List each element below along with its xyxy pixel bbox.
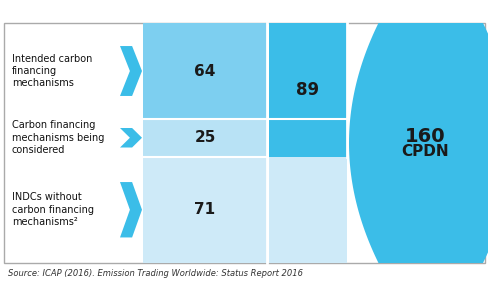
Text: Source: ICAP (2016). Emission Trading Worldwide: Status Report 2016: Source: ICAP (2016). Emission Trading Wo… <box>8 268 303 278</box>
Text: Carbon financing
mechanisms being
considered: Carbon financing mechanisms being consid… <box>12 120 104 155</box>
Polygon shape <box>120 128 142 148</box>
Text: 25: 25 <box>194 130 215 145</box>
Polygon shape <box>348 23 488 263</box>
Text: CPDN: CPDN <box>400 144 447 158</box>
Bar <box>142 119 266 156</box>
Bar <box>268 156 346 263</box>
Text: 160: 160 <box>404 127 444 146</box>
Polygon shape <box>120 182 142 237</box>
Text: 89: 89 <box>296 81 319 99</box>
Bar <box>142 23 266 119</box>
Text: 71: 71 <box>194 202 215 217</box>
Text: Intended carbon
financing
mechanisms: Intended carbon financing mechanisms <box>12 54 92 88</box>
Polygon shape <box>120 46 142 96</box>
Text: 64: 64 <box>194 64 215 78</box>
Bar <box>142 156 266 263</box>
Bar <box>268 23 346 156</box>
Bar <box>4 23 484 263</box>
Text: INDCs without
carbon financing
mechanisms²: INDCs without carbon financing mechanism… <box>12 192 94 227</box>
